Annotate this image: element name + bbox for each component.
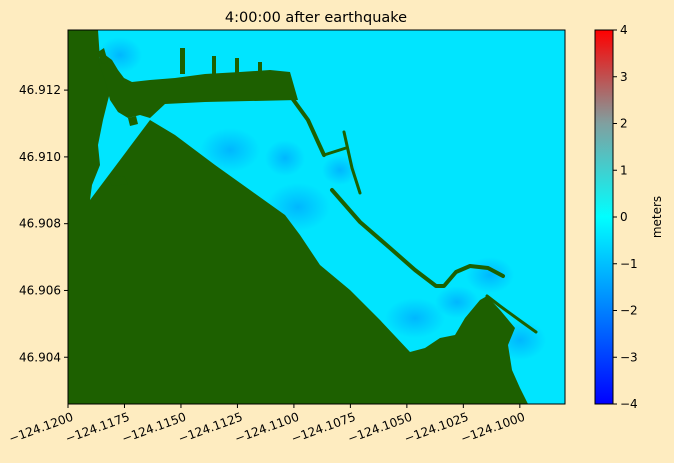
y-tick-label: 46.910 [19, 150, 61, 164]
colorbar-label: meters [650, 196, 664, 238]
plot-frame [67, 29, 566, 405]
colorbar-tick-label: 1 [620, 163, 628, 177]
depression-patch [435, 286, 479, 318]
x-tick-label: −124.1000 [459, 410, 527, 446]
land-pier [180, 48, 185, 74]
land-island [128, 116, 138, 126]
depression-patch [322, 155, 358, 185]
colorbar-tick-label: 3 [620, 70, 628, 84]
colorbar-tick-label: 2 [620, 117, 628, 131]
depression-patch [265, 140, 305, 176]
x-axis: −124.1200−124.1175−124.1150−124.1125−124… [7, 404, 527, 446]
colorbar-tick-label: −2 [620, 304, 638, 318]
colorbar: 4 3 2 1 0 −1 −2 −3 −4 meters [594, 23, 664, 411]
jetty-stub [322, 146, 348, 157]
depression-patch [200, 128, 260, 172]
x-tick-label: −124.1050 [346, 410, 414, 446]
depression-patch [385, 298, 445, 338]
land-mass [68, 30, 528, 404]
chart-title: 4:00:00 after earthquake [225, 10, 407, 26]
jetties [290, 96, 538, 334]
y-tick-label: 46.912 [19, 83, 61, 97]
land-main [68, 30, 528, 404]
colorbar-tick-label: 4 [620, 23, 628, 37]
jetty-north [290, 96, 326, 157]
x-tick-label: −124.1200 [7, 410, 75, 446]
land-pier [98, 48, 108, 64]
colorbar-tick-label: −4 [620, 397, 638, 411]
land-island [108, 176, 128, 186]
x-tick-label: −124.1075 [289, 410, 357, 446]
depression-patch [466, 257, 514, 293]
land-peninsula [98, 54, 298, 118]
land-pier [235, 58, 239, 74]
y-tick-label: 46.904 [19, 350, 61, 364]
x-tick-label: −124.1025 [402, 410, 470, 446]
jetty-south [485, 294, 538, 334]
y-axis: 46.904 46.906 46.908 46.910 46.912 [19, 83, 68, 364]
x-tick-label: −124.1150 [120, 410, 188, 446]
x-tick-label: −124.1100 [233, 410, 301, 446]
colorbar-gradient [594, 29, 614, 405]
y-tick-label: 46.908 [19, 217, 61, 231]
colorbar-tick-label: 0 [620, 210, 628, 224]
colorbar-ticks: 4 3 2 1 0 −1 −2 −3 −4 [613, 23, 638, 411]
x-tick-label: −124.1125 [176, 410, 244, 446]
land-pier [258, 62, 262, 74]
x-tick-label: −124.1175 [63, 410, 131, 446]
land-pier [212, 56, 216, 74]
jetty-long [330, 188, 505, 288]
colorbar-tick-label: −1 [620, 257, 638, 271]
y-tick-label: 46.906 [19, 283, 61, 297]
plot-area [68, 30, 565, 404]
colorbar-tick-label: −3 [620, 350, 638, 364]
jetty-spur [342, 130, 362, 195]
